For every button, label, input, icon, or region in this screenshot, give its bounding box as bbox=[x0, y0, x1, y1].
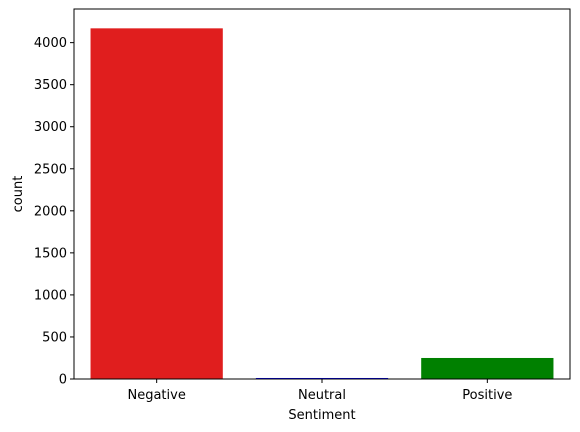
x-tick-label: Positive bbox=[462, 388, 512, 403]
y-tick-label: 1500 bbox=[34, 246, 67, 261]
y-tick-label: 1000 bbox=[34, 288, 67, 303]
bar-neutral bbox=[255, 377, 389, 379]
plot-frame bbox=[73, 8, 571, 380]
y-tick-label: 2500 bbox=[34, 162, 67, 177]
bar-positive bbox=[421, 357, 554, 379]
bar-negative bbox=[90, 28, 223, 379]
bars-group bbox=[90, 28, 554, 379]
y-axis-ticks: 0 500 1000 1500 2000 2500 3000 3500 4000 bbox=[34, 36, 74, 388]
y-tick-label: 2000 bbox=[34, 204, 67, 219]
x-tick-label: Negative bbox=[127, 388, 185, 403]
x-axis-ticks: Negative Neutral Positive bbox=[127, 379, 512, 403]
y-tick-label: 0 bbox=[59, 373, 67, 388]
x-axis-title: Sentiment bbox=[288, 408, 355, 423]
y-tick-label: 500 bbox=[42, 330, 67, 345]
y-tick-label: 3500 bbox=[34, 78, 67, 93]
y-tick-label: 4000 bbox=[34, 36, 67, 51]
y-tick-label: 3000 bbox=[34, 120, 67, 135]
y-axis-title: count bbox=[11, 176, 26, 213]
x-tick-label: Neutral bbox=[298, 388, 346, 403]
